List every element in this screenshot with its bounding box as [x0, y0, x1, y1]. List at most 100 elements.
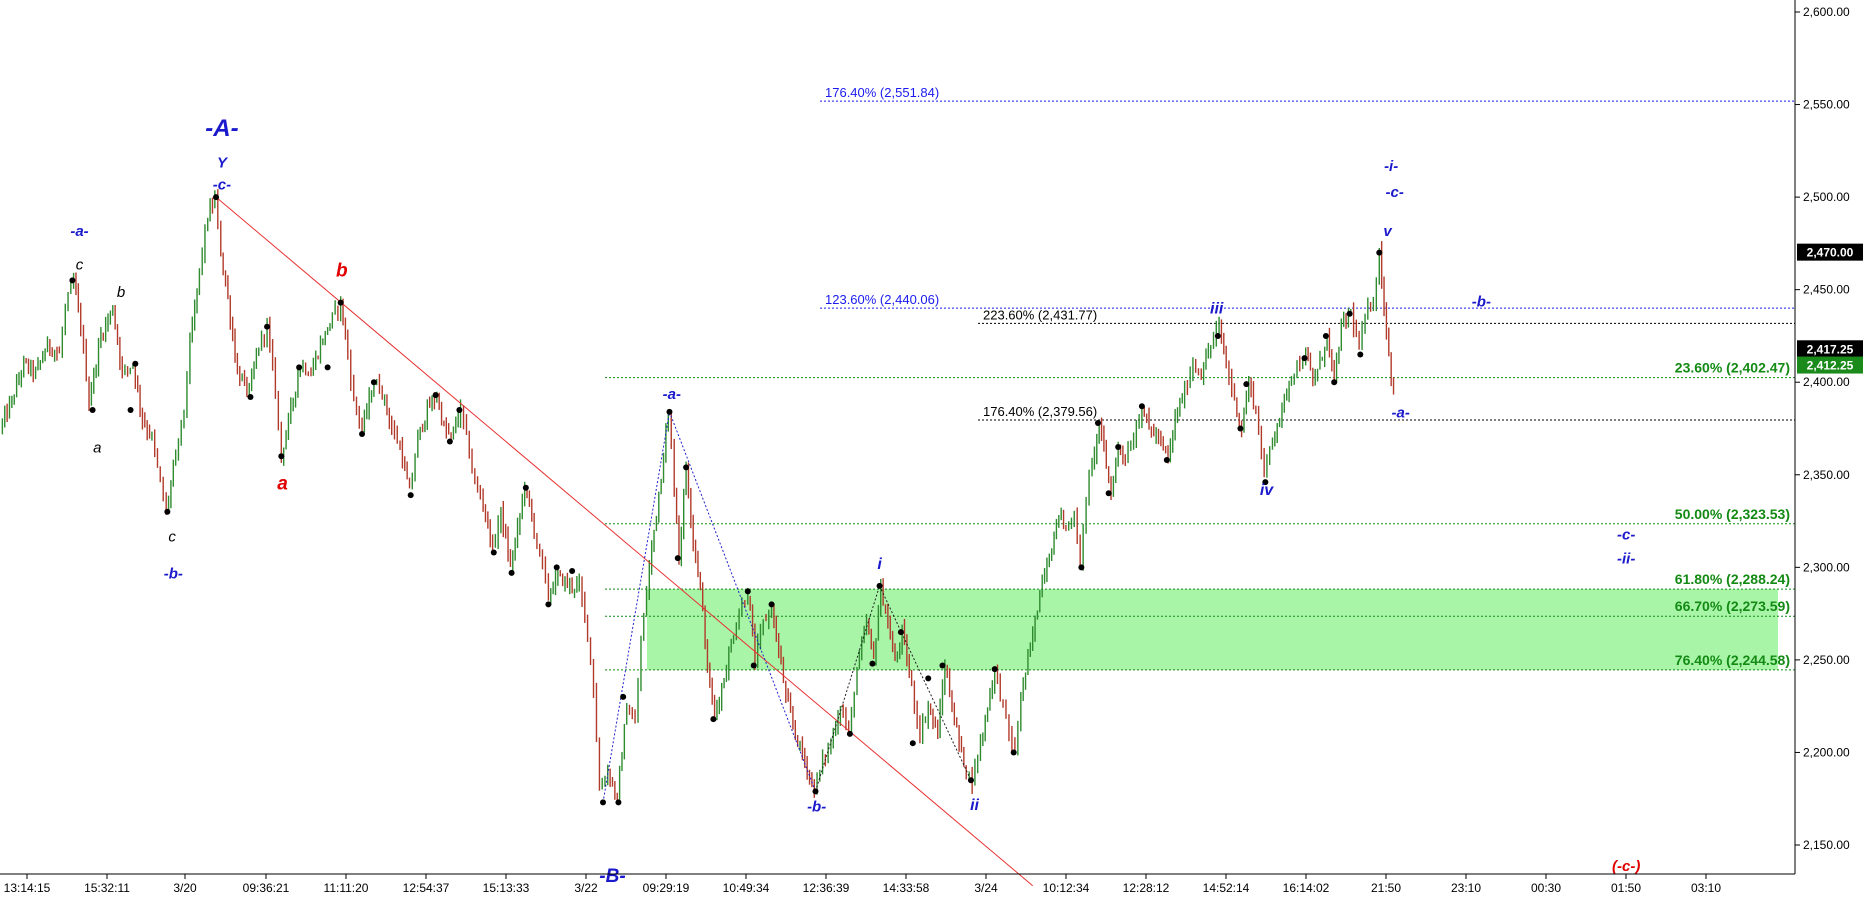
x-tick-label: 00:30: [1531, 881, 1561, 895]
price-marker-box: [1797, 356, 1863, 374]
y-tick-label: 2,250.00: [1803, 653, 1850, 667]
x-tick-label: 3/24: [974, 881, 998, 895]
pivot-point: [432, 392, 439, 399]
pivot-point: [569, 568, 576, 575]
y-tick-label: 2,300.00: [1803, 560, 1850, 574]
fib-level-label: 223.60% (2,431.77): [983, 307, 1097, 322]
pivot-point: [812, 788, 819, 795]
pivot-point: [522, 484, 529, 491]
wave-label: (-c-): [1612, 858, 1640, 875]
fib-level-label: 76.40% (2,244.58): [1675, 652, 1790, 668]
pivot-point: [69, 277, 76, 284]
wave-label: -B-: [599, 866, 625, 887]
pivot-point: [553, 564, 560, 571]
pivot-point: [296, 364, 303, 371]
wave-label: -a-: [1391, 404, 1409, 421]
y-tick-label: 2,150.00: [1803, 838, 1850, 852]
x-tick-label: 3/22: [574, 881, 598, 895]
x-tick-label: 12:36:39: [803, 881, 850, 895]
pivot-point: [620, 693, 627, 700]
wave-label: b: [336, 261, 348, 282]
x-tick-label: 21:50: [1371, 881, 1401, 895]
y-tick-label: 2,550.00: [1803, 98, 1850, 112]
pivot-point: [666, 408, 673, 415]
pivot-point: [278, 453, 285, 460]
y-tick-label: 2,500.00: [1803, 190, 1850, 204]
pivot-point: [846, 730, 853, 737]
y-tick-label: 2,450.00: [1803, 283, 1850, 297]
wave-label: a: [93, 440, 101, 457]
pivot-point: [545, 601, 552, 608]
pivot-point: [370, 379, 377, 386]
pivot-point: [1376, 249, 1383, 256]
pivot-point: [1346, 310, 1353, 317]
pivot-point: [359, 431, 366, 438]
pivot-point: [213, 194, 220, 201]
x-tick-label: 3/20: [173, 881, 197, 895]
fib-level-label: 176.40% (2,379.56): [983, 404, 1097, 419]
trend-line: [215, 196, 1034, 887]
pivot-point: [247, 394, 254, 401]
wave-label: -b-: [807, 799, 826, 816]
wave-label: v: [1383, 223, 1393, 240]
y-tick-label: 2,350.00: [1803, 468, 1850, 482]
pivot-point: [1262, 479, 1269, 486]
pivot-point: [127, 406, 134, 413]
x-tick-label: 09:29:19: [643, 881, 690, 895]
price-marker-label: 2,417.25: [1807, 342, 1854, 356]
pivot-point: [1214, 332, 1221, 339]
x-tick-label: 14:33:58: [883, 881, 930, 895]
x-tick-label: 15:32:11: [84, 881, 130, 895]
x-tick-label: 09:36:21: [243, 881, 290, 895]
fib-level-label: 66.70% (2,273.59): [1675, 598, 1790, 614]
pivot-point: [1138, 403, 1145, 410]
x-tick-label: 03:10: [1691, 881, 1721, 895]
pivot-point: [1010, 749, 1017, 756]
wave-label: -b-: [164, 565, 183, 582]
wave-label: iii: [1210, 301, 1224, 318]
pivot-point: [264, 323, 271, 330]
pivot-point: [1331, 379, 1338, 386]
pivot-point: [132, 360, 139, 367]
price-marker-label: 2,470.00: [1807, 246, 1854, 260]
pivot-point: [446, 438, 453, 445]
pivot-point: [337, 299, 344, 306]
x-tick-label: 12:28:12: [1123, 881, 1170, 895]
wave-label: -a-: [70, 223, 88, 240]
wave-label: i: [877, 556, 882, 573]
pivot-point: [939, 662, 946, 669]
wave-label: -ii-: [1617, 551, 1635, 568]
wave-label: -c-: [1386, 184, 1404, 201]
fib-level-label: 50.00% (2,323.53): [1675, 506, 1790, 522]
pivot-point: [1357, 351, 1364, 358]
wave-label: c: [76, 256, 84, 273]
pivot-point: [967, 777, 974, 784]
pivot-point: [1115, 444, 1122, 451]
wave-label: -b-: [1472, 293, 1491, 310]
pivot-point: [89, 406, 96, 413]
x-tick-label: 16:14:02: [1283, 881, 1330, 895]
pivot-point: [925, 675, 932, 682]
pivot-point: [683, 464, 690, 471]
pivot-point: [876, 582, 883, 589]
pivot-point: [1237, 425, 1244, 432]
candles: [1, 189, 1395, 801]
pivot-point: [1094, 419, 1101, 426]
wave-label: iv: [1260, 482, 1274, 499]
pivot-point: [744, 588, 751, 595]
pivot-point: [1322, 332, 1329, 339]
fib-level-label: 176.40% (2,551.84): [825, 85, 939, 100]
pivot-point: [456, 406, 463, 413]
y-tick-label: 2,200.00: [1803, 745, 1850, 759]
fib-zone: [646, 589, 1778, 670]
wave-label: c: [168, 528, 176, 545]
fib-level-label: 23.60% (2,402.47): [1675, 360, 1790, 376]
pivot-point: [164, 508, 171, 515]
pivot-point: [407, 492, 414, 499]
pivot-point: [490, 549, 497, 556]
x-tick-label: 14:52:14: [1203, 881, 1250, 895]
pivot-point: [869, 660, 876, 667]
x-tick-label: 11:11:20: [324, 881, 369, 895]
pivot-point: [615, 799, 622, 806]
